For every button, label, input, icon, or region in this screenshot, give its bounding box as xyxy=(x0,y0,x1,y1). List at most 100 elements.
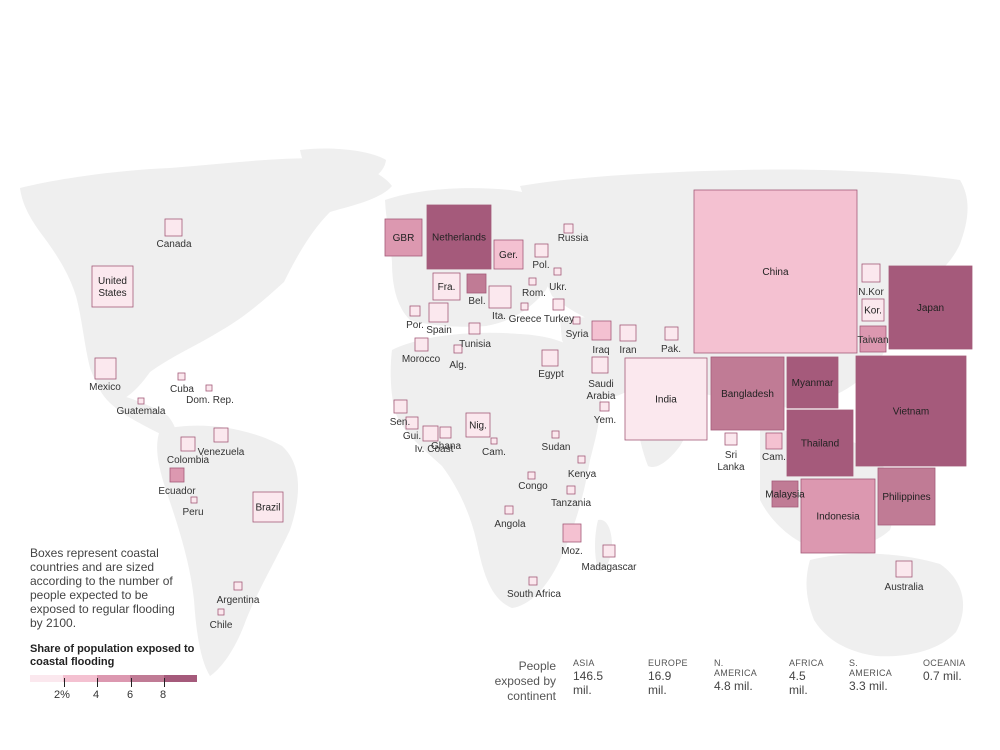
country-box-greece[interactable] xyxy=(520,302,529,311)
country-box-madagascar[interactable] xyxy=(602,544,616,558)
country-box-canada[interactable] xyxy=(164,218,183,237)
country-box-syria[interactable] xyxy=(572,316,581,325)
country-label-sudan: Sudan xyxy=(542,442,571,453)
country-box-egypt[interactable] xyxy=(541,349,559,367)
country-box-india[interactable] xyxy=(624,357,708,441)
continent-name: S. AMERICA xyxy=(849,658,893,678)
country-box-malaysia[interactable] xyxy=(771,480,799,508)
country-box-iran[interactable] xyxy=(619,324,637,342)
country-box-gbr[interactable] xyxy=(384,218,423,257)
country-box-argentina[interactable] xyxy=(233,581,243,591)
country-box-moz[interactable] xyxy=(562,523,582,543)
country-box-russia[interactable] xyxy=(563,223,574,234)
country-box-tunisia[interactable] xyxy=(468,322,481,335)
country-box-cam[interactable] xyxy=(490,437,498,445)
africa-land xyxy=(390,332,602,608)
country-box-turkey[interactable] xyxy=(552,298,565,311)
country-box-rom[interactable] xyxy=(528,277,537,286)
country-label-south-africa: South Africa xyxy=(507,589,561,600)
legend-swatch-5 xyxy=(163,675,197,682)
country-box-yem[interactable] xyxy=(599,401,610,412)
legend-tick-label: 2% xyxy=(54,689,70,701)
country-box-south-africa[interactable] xyxy=(528,576,538,586)
country-box-ghana[interactable] xyxy=(439,426,452,439)
country-box-fra[interactable] xyxy=(432,272,461,301)
continent-value: 4.8 mil. xyxy=(714,679,753,693)
country-box-nig[interactable] xyxy=(465,412,491,438)
country-label-ecuador: Ecuador xyxy=(158,486,196,497)
country-box-netherlands[interactable] xyxy=(426,204,492,270)
country-box-thailand[interactable] xyxy=(786,409,854,477)
country-box-ita[interactable] xyxy=(488,285,512,309)
country-label-peru: Peru xyxy=(182,507,203,518)
country-box-bel[interactable] xyxy=(466,273,487,294)
country-box-cuba[interactable] xyxy=(177,372,186,381)
country-label-myanmar: Myanmar xyxy=(792,378,834,389)
country-box-angola[interactable] xyxy=(504,505,514,515)
country-box-colombia[interactable] xyxy=(180,436,196,452)
country-label-japan: Japan xyxy=(917,303,944,314)
country-label-tunisia: Tunisia xyxy=(459,339,491,350)
country-box-sri-lanka[interactable] xyxy=(724,432,738,446)
continent-item-south-america: S. AMERICA 3.3 mil. xyxy=(849,658,892,693)
country-label-russia: Russia xyxy=(558,233,589,244)
country-box-japan[interactable] xyxy=(888,265,973,350)
country-box-saudi-arabia[interactable] xyxy=(591,356,609,374)
legend-tick-label: 8 xyxy=(160,689,167,701)
country-boxes xyxy=(91,189,973,616)
country-box-ger[interactable] xyxy=(493,239,524,270)
country-box-taiwan[interactable] xyxy=(859,325,887,353)
country-box-china[interactable] xyxy=(693,189,858,354)
country-box-peru[interactable] xyxy=(190,496,198,504)
legend-title: Share of population exposed to coastal f… xyxy=(30,643,195,668)
country-box-spain[interactable] xyxy=(428,302,449,323)
country-box-ukr[interactable] xyxy=(553,267,562,276)
country-box-pol[interactable] xyxy=(534,243,549,258)
country-box-iv-coast[interactable] xyxy=(422,425,439,442)
country-box-kenya[interactable] xyxy=(577,455,586,464)
country-box-ecuador[interactable] xyxy=(169,467,185,483)
country-box-guatemala[interactable] xyxy=(137,397,145,405)
country-box-sudan[interactable] xyxy=(551,430,560,439)
country-box-mexico[interactable] xyxy=(94,357,117,380)
country-box-chile[interactable] xyxy=(217,608,225,616)
country-box-vietnam[interactable] xyxy=(855,355,967,467)
country-label-india: India xyxy=(655,395,677,406)
country-label-egypt: Egypt xyxy=(538,369,564,380)
country-box-gui[interactable] xyxy=(405,416,419,430)
country-label-syria: Syria xyxy=(566,329,589,340)
central-america-land xyxy=(100,390,176,440)
country-box-united-states[interactable] xyxy=(91,265,134,308)
australia-land xyxy=(806,553,964,657)
country-box-tanzania[interactable] xyxy=(566,485,576,495)
continent-value: 4.5 mil. xyxy=(789,669,808,697)
legend-swatch-1 xyxy=(30,675,64,682)
country-box-por[interactable] xyxy=(409,305,421,317)
country-box-australia[interactable] xyxy=(895,560,913,578)
country-box-n-kor[interactable] xyxy=(861,263,881,283)
country-box-kor[interactable] xyxy=(861,298,885,322)
country-label-australia: Australia xyxy=(885,582,924,593)
country-box-congo[interactable] xyxy=(527,471,536,480)
country-box-bangladesh[interactable] xyxy=(710,356,785,431)
country-label-bangladesh: Bangladesh xyxy=(721,389,774,400)
country-box-dom-rep[interactable] xyxy=(205,384,213,392)
country-box-cam[interactable] xyxy=(765,432,783,450)
country-box-alg[interactable] xyxy=(453,344,463,354)
country-label-pak: Pak. xyxy=(661,344,681,355)
country-box-iraq[interactable] xyxy=(591,320,612,341)
country-box-sen[interactable] xyxy=(393,399,408,414)
country-label-iv-coast: Iv. Coast xyxy=(415,444,454,455)
country-label-kor: Kor. xyxy=(864,306,882,317)
country-box-venezuela[interactable] xyxy=(213,427,229,443)
country-label-ita: Ita. xyxy=(492,311,506,322)
country-box-morocco[interactable] xyxy=(414,337,429,352)
continent-name: AFRICA xyxy=(789,658,824,668)
country-box-indonesia[interactable] xyxy=(800,478,876,554)
country-box-pak[interactable] xyxy=(664,326,679,341)
country-box-brazil[interactable] xyxy=(252,491,284,523)
country-box-myanmar[interactable] xyxy=(786,356,839,409)
country-box-philippines[interactable] xyxy=(877,467,936,526)
country-label-nig: Nig. xyxy=(469,421,487,432)
country-label-ger: Ger. xyxy=(499,250,518,261)
